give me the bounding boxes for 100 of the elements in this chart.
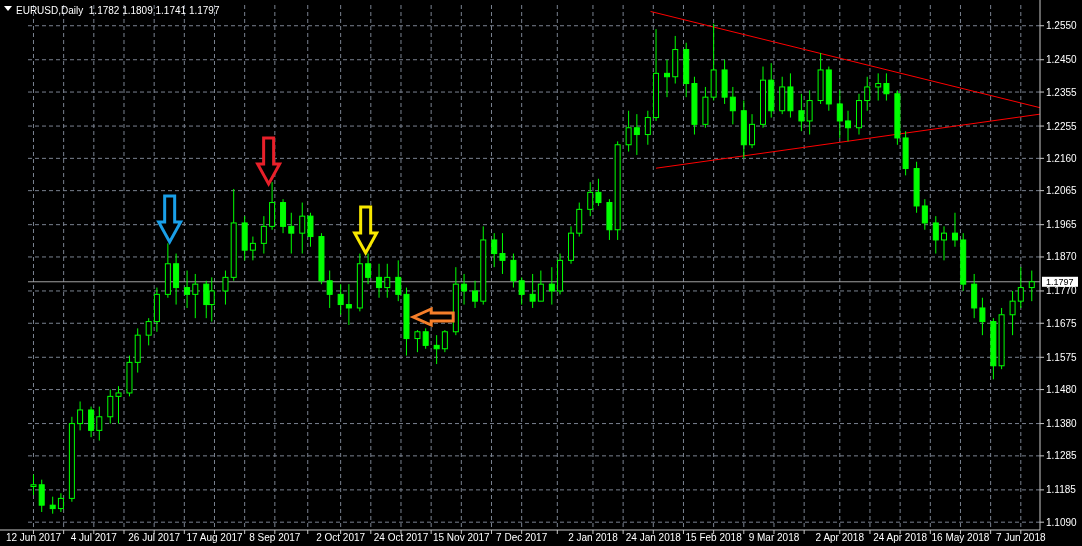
candlestick bbox=[77, 400, 84, 431]
candlestick bbox=[384, 263, 391, 299]
candlestick bbox=[864, 76, 871, 112]
y-tick-label: 1.2255 bbox=[1046, 120, 1078, 132]
candlestick bbox=[729, 86, 736, 125]
candlestick bbox=[184, 270, 191, 309]
candlestick bbox=[288, 212, 295, 255]
y-tick-label: 1.2450 bbox=[1046, 54, 1078, 66]
x-tick-label: 26 Jul 2017 bbox=[128, 531, 181, 543]
candlestick bbox=[30, 474, 37, 496]
candlestick bbox=[88, 406, 95, 438]
x-tick-label: 2 Jan 2018 bbox=[568, 531, 619, 543]
candlestick bbox=[299, 202, 306, 255]
candlestick bbox=[971, 273, 978, 319]
candlestick bbox=[587, 181, 594, 217]
x-tick-label: 15 Feb 2018 bbox=[685, 531, 743, 543]
candlestick bbox=[115, 385, 122, 425]
candlestick bbox=[461, 273, 468, 306]
candlestick bbox=[845, 110, 852, 142]
candlestick bbox=[941, 225, 948, 261]
candlestick bbox=[307, 212, 314, 248]
candlestick bbox=[921, 198, 928, 231]
candlestick bbox=[192, 273, 199, 319]
candlestick bbox=[787, 72, 794, 119]
y-tick-label: 1.1185 bbox=[1046, 484, 1077, 496]
candlestick bbox=[365, 253, 372, 285]
candlestick bbox=[529, 273, 536, 309]
y-tick-label: 1.1480 bbox=[1046, 384, 1078, 396]
candlestick bbox=[1028, 270, 1035, 302]
candlestick bbox=[145, 317, 152, 346]
x-tick-label: 2 Oct 2017 bbox=[316, 531, 366, 543]
x-tick-label: 4 Jul 2017 bbox=[70, 531, 118, 543]
candlestick bbox=[749, 113, 756, 149]
candlestick bbox=[595, 178, 602, 207]
ref-line-label: 1.1797 bbox=[1046, 276, 1074, 287]
candlestick bbox=[96, 406, 103, 442]
candlestick bbox=[951, 212, 958, 248]
candlestick bbox=[548, 266, 555, 306]
x-tick-label: 2 Apr 2018 bbox=[815, 531, 865, 543]
x-tick-label: 9 Mar 2018 bbox=[748, 531, 800, 543]
candlestick bbox=[875, 72, 882, 102]
candlestick bbox=[441, 329, 448, 353]
x-tick-label: 7 Jun 2018 bbox=[996, 531, 1046, 543]
candlestick bbox=[883, 72, 890, 102]
x-tick-label: 17 Aug 2017 bbox=[186, 531, 244, 543]
y-tick-label: 1.1090 bbox=[1046, 516, 1078, 528]
candlestick bbox=[576, 202, 583, 238]
candlestick bbox=[345, 283, 352, 326]
candlestick bbox=[173, 253, 180, 306]
candlestick bbox=[625, 110, 632, 153]
candlestick bbox=[222, 270, 229, 306]
candlestick bbox=[664, 59, 671, 98]
candlestick bbox=[260, 215, 267, 255]
y-tick-label: 1.1870 bbox=[1046, 251, 1078, 263]
x-tick-label: 24 Apr 2018 bbox=[873, 531, 928, 543]
candlestick bbox=[422, 327, 429, 350]
y-tick-label: 1.2065 bbox=[1046, 185, 1078, 197]
y-tick-label: 1.1380 bbox=[1046, 418, 1078, 430]
candlestick bbox=[491, 232, 498, 268]
candlestick bbox=[433, 334, 440, 365]
candlestick bbox=[337, 283, 344, 316]
candlestick bbox=[633, 113, 640, 156]
candlestick bbox=[57, 492, 64, 513]
candlestick bbox=[472, 280, 479, 309]
candlestick bbox=[269, 181, 276, 231]
candlestick bbox=[376, 263, 383, 299]
candlestick bbox=[326, 270, 333, 309]
y-tick-label: 1.2550 bbox=[1046, 20, 1078, 32]
candlestick bbox=[644, 110, 651, 146]
y-tick-label: 1.1675 bbox=[1046, 317, 1078, 329]
x-tick-label: 7 Dec 2017 bbox=[496, 531, 548, 543]
candlestick bbox=[395, 259, 402, 302]
x-tick-label: 24 Jan 2018 bbox=[625, 531, 682, 543]
y-tick-label: 1.1575 bbox=[1046, 351, 1078, 363]
chart-title: EURUSD,Daily 1.1782 1.1809 1.1741 1.1797 bbox=[16, 4, 220, 16]
y-tick-label: 1.1770 bbox=[1046, 285, 1078, 297]
candlestick bbox=[518, 276, 525, 306]
x-tick-label: 15 Nov 2017 bbox=[432, 531, 491, 543]
candlestick bbox=[1017, 266, 1024, 309]
candlestick bbox=[537, 270, 544, 302]
candlestick bbox=[107, 389, 114, 425]
candlestick bbox=[510, 253, 517, 289]
candlestick bbox=[38, 479, 45, 513]
y-tick-label: 1.1285 bbox=[1046, 450, 1078, 462]
candlestick bbox=[979, 297, 986, 336]
candlestick bbox=[836, 89, 843, 139]
candlestick bbox=[280, 198, 287, 234]
candlestick bbox=[249, 236, 256, 261]
y-tick-label: 1.1965 bbox=[1046, 219, 1078, 231]
y-tick-label: 1.2355 bbox=[1046, 86, 1078, 98]
candlestick bbox=[499, 232, 506, 275]
candlestick bbox=[932, 215, 939, 255]
candlestick bbox=[1009, 290, 1016, 336]
candlestick bbox=[779, 76, 786, 115]
y-tick-label: 1.2160 bbox=[1046, 152, 1078, 164]
x-tick-label: 16 May 2018 bbox=[931, 531, 990, 543]
x-tick-label: 8 Sep 2017 bbox=[249, 531, 301, 543]
x-tick-label: 12 Jun 2017 bbox=[5, 531, 62, 543]
x-tick-label: 24 Oct 2017 bbox=[373, 531, 429, 543]
candlestick bbox=[414, 329, 421, 353]
